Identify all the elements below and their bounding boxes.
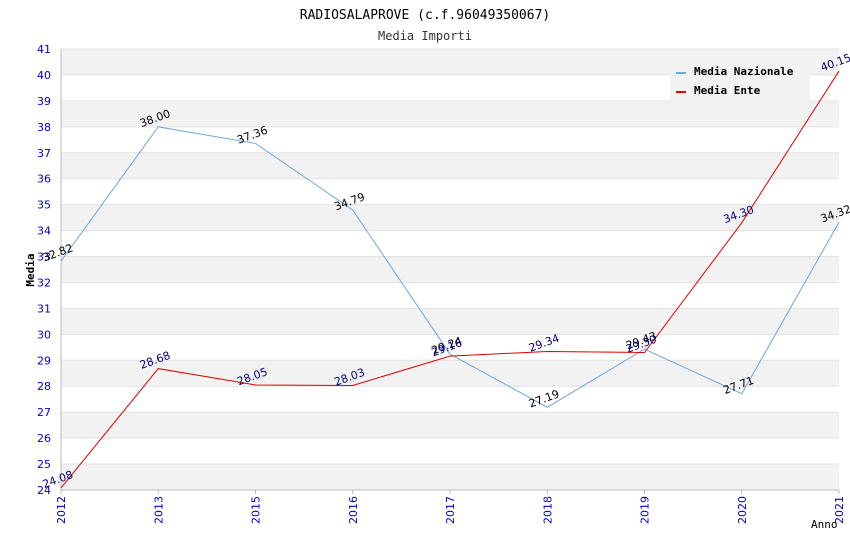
- x-tick-label: 2015: [250, 496, 263, 524]
- x-tick-label: 2012: [55, 496, 68, 524]
- y-tick-label: 40: [37, 69, 51, 82]
- y-tick-label: 26: [37, 432, 51, 445]
- y-tick-label: 41: [37, 43, 51, 56]
- legend-box: [670, 61, 810, 102]
- series-line-media-nazionale: [60, 126, 840, 408]
- band: [61, 100, 839, 127]
- x-tick-label: 2019: [639, 496, 652, 524]
- chart-title: RADIOSALAPROVE (c.f.96049350067): [300, 8, 550, 23]
- y-tick-label: 30: [37, 328, 51, 341]
- x-tick-labels: 2012 2013 2015 2016 2017 2018 2019 2020 2021: [55, 496, 846, 524]
- x-tick-label: 2021: [833, 496, 846, 524]
- x-axis-title: Anno: [811, 518, 838, 531]
- legend: Media Nazionale Media Ente: [670, 61, 810, 102]
- band: [61, 308, 839, 335]
- x-tick-label: 2016: [347, 496, 360, 524]
- band: [61, 360, 839, 387]
- x-tick-label: 2018: [541, 496, 554, 524]
- data-label-media-nazionale: 27.19: [527, 387, 561, 410]
- x-tick-label: 2020: [736, 496, 749, 524]
- y-axis-title: Media: [24, 253, 37, 286]
- chart-subtitle: Media Importi: [378, 29, 472, 43]
- band: [61, 152, 839, 179]
- series-lines: [60, 70, 840, 489]
- band: [61, 464, 839, 490]
- y-tick-label: 25: [37, 458, 51, 471]
- band: [61, 256, 839, 283]
- y-tick-labels: 24 25 26 27 28 29 30 31 32 33 34 35 36 37 38 39 40 41: [37, 43, 51, 497]
- y-tick-label: 32: [37, 276, 51, 289]
- legend-label-media-ente: Media Ente: [694, 84, 761, 97]
- band: [61, 204, 839, 231]
- legend-label-media-nazionale: Media Nazionale: [694, 65, 794, 78]
- y-tick-label: 38: [37, 121, 51, 134]
- y-tick-label: 28: [37, 380, 51, 393]
- y-tick-label: 39: [37, 95, 51, 108]
- y-tick-label: 31: [37, 302, 51, 315]
- y-tick-label: 36: [37, 173, 51, 186]
- y-tick-label: 35: [37, 199, 51, 212]
- axes: [60, 49, 840, 494]
- series-line-media-ente: [60, 70, 840, 489]
- band: [61, 412, 839, 439]
- y-tick-label: 29: [37, 354, 51, 367]
- x-tick-label: 2013: [152, 496, 165, 524]
- y-tick-label: 37: [37, 147, 51, 160]
- y-tick-label: 27: [37, 406, 51, 419]
- y-tick-label: 24: [37, 484, 51, 497]
- x-tick-label: 2017: [444, 496, 457, 524]
- background-bands: [61, 49, 839, 490]
- y-tick-label: 34: [37, 225, 51, 238]
- y-tick-label: 33: [37, 251, 51, 264]
